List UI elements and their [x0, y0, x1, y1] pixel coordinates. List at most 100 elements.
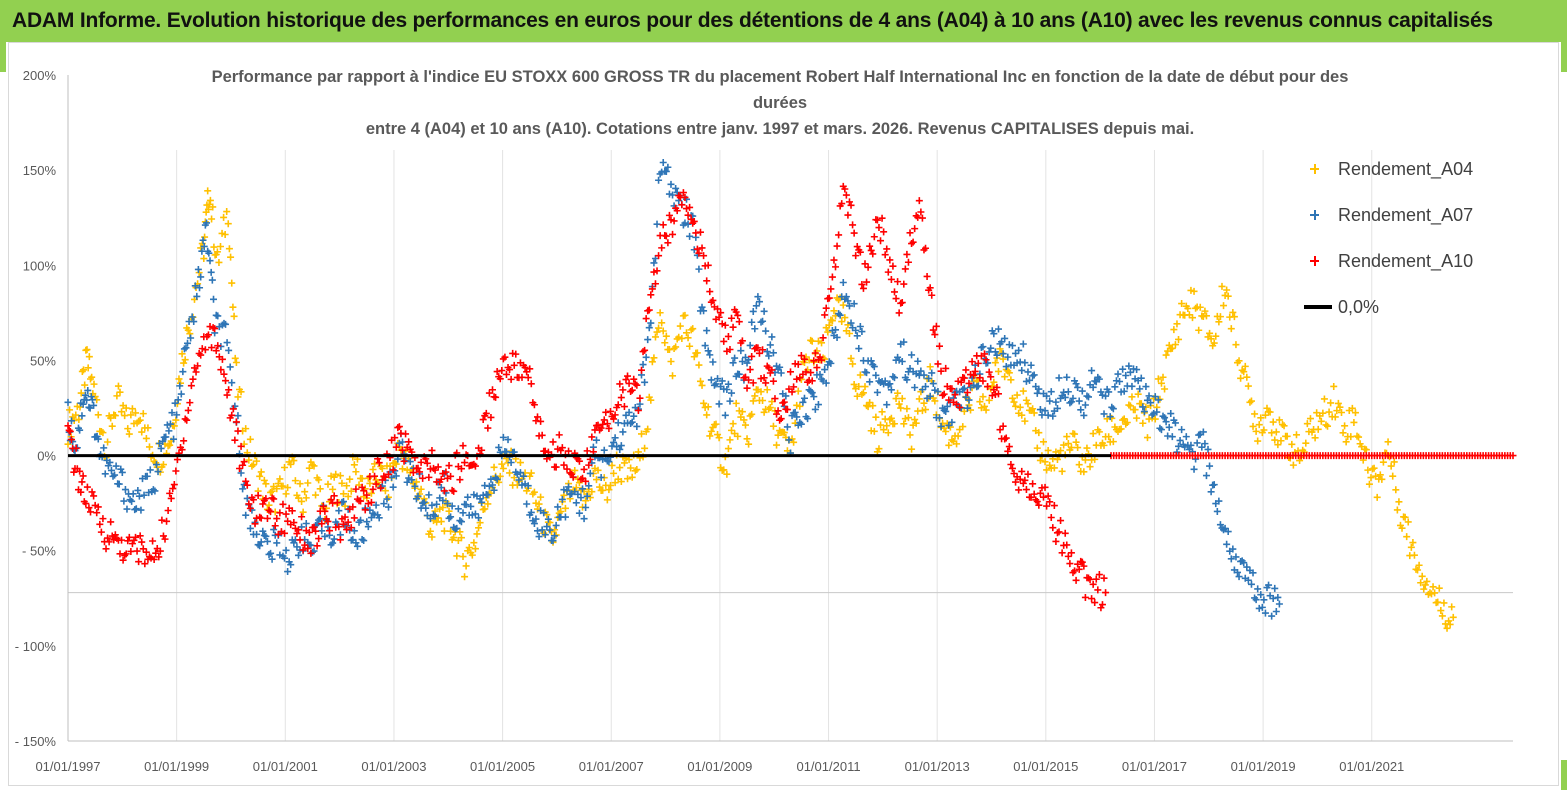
- rendement_a04-point: [662, 332, 670, 340]
- rendement_a04-point: [473, 530, 481, 538]
- rendement_a07-point: [619, 428, 627, 436]
- rendement_a04-point: [1269, 418, 1277, 426]
- rendement_a04-point: [1407, 543, 1415, 551]
- rendement_a07-point: [917, 367, 925, 375]
- rendement_a04-point: [476, 519, 484, 527]
- rendement_a07-point: [1257, 591, 1265, 599]
- rendement_a10-point: [1044, 492, 1052, 500]
- rendement_a04-point: [1074, 444, 1082, 452]
- rendement_a07-point: [925, 374, 933, 382]
- rendement_a04-point: [1159, 373, 1167, 381]
- rendement_a10-point: [116, 550, 124, 558]
- rendement_a04-point: [920, 399, 928, 407]
- rendement_a10-point: [894, 278, 902, 286]
- rendement_a10-point: [155, 553, 163, 561]
- rendement_a07-point: [330, 535, 338, 543]
- rendement_a07-point: [243, 494, 251, 502]
- rendement_a04-point: [1223, 286, 1231, 294]
- rendement_a10-point: [440, 487, 448, 495]
- rendement_a10-point: [842, 191, 850, 199]
- rendement_a10-point: [369, 485, 377, 493]
- rendement_a10-point: [898, 299, 906, 307]
- legend-item-a07[interactable]: Rendement_A07: [1300, 192, 1520, 238]
- rendement_a10-point: [72, 444, 80, 452]
- rendement_a07-point: [1018, 366, 1026, 374]
- rendement_a07-point: [1001, 334, 1009, 342]
- rendement_a04-point: [1337, 409, 1345, 417]
- rendement_a07-point: [414, 492, 422, 500]
- rendement_a04-point: [561, 504, 569, 512]
- rendement_a10-point: [527, 380, 535, 388]
- rendement_a07-point: [207, 268, 215, 276]
- rendement_a04-point: [883, 422, 891, 430]
- rendement_a04-point: [1438, 612, 1446, 620]
- rendement_a04-point: [1440, 599, 1448, 607]
- rendement_a07-point: [246, 524, 254, 532]
- rendement_a10-point: [136, 532, 144, 540]
- rendement_a04-point: [766, 404, 774, 412]
- rendement_a04-point: [749, 397, 757, 405]
- rendement_a07-point: [684, 220, 692, 228]
- rendement_a10-point: [808, 377, 816, 385]
- rendement_a10-point: [957, 378, 965, 386]
- rendement_a10-point: [457, 465, 465, 473]
- rendement_a07-point: [259, 527, 267, 535]
- rendement_a07-point: [1249, 569, 1257, 577]
- rendement_a04-point: [1289, 461, 1297, 469]
- rendement_a10-point: [111, 531, 119, 539]
- rendement_a07-point: [1268, 612, 1276, 620]
- rendement_a04-point: [268, 487, 276, 495]
- rendement_a10-point: [242, 477, 250, 485]
- rendement_a07-point: [1261, 609, 1269, 617]
- legend-item-a10[interactable]: Rendement_A10: [1300, 238, 1520, 284]
- x-tick-label-6: 01/01/2009: [687, 759, 752, 774]
- rendement_a07-point: [1041, 407, 1049, 415]
- rendement_a07-point: [220, 319, 228, 327]
- rendement_a07-point: [478, 498, 486, 506]
- rendement_a07-point: [210, 295, 218, 303]
- rendement_a04-point: [1404, 518, 1412, 526]
- rendement_a04-point: [346, 475, 354, 483]
- rendement_a04-point: [1021, 417, 1029, 425]
- rendement_a07-point: [106, 458, 114, 466]
- rendement_a04-point: [658, 319, 666, 327]
- rendement_a04-point: [572, 484, 580, 492]
- rendement_a07-point: [610, 438, 618, 446]
- rendement_a04-point: [178, 350, 186, 358]
- rendement_a10-point: [892, 295, 900, 303]
- rendement_a07-point: [408, 476, 416, 484]
- rendement_a04-point: [245, 456, 253, 464]
- rendement_a10-point: [828, 273, 836, 281]
- rendement_a04-point: [898, 395, 906, 403]
- rendement_a04-point: [1410, 551, 1418, 559]
- rendement_a10-point: [385, 470, 393, 478]
- legend-item-a04[interactable]: Rendement_A04: [1300, 146, 1520, 192]
- rendement_a10-point: [121, 551, 129, 559]
- rendement_a10-point: [678, 201, 686, 209]
- rendement_a04-point: [439, 503, 447, 511]
- rendement_a07-point: [793, 413, 801, 421]
- rendement_a10-point: [349, 503, 357, 511]
- rendement_a04-point: [1395, 498, 1403, 506]
- rendement_a04-point: [352, 468, 360, 476]
- rendement_a04-point: [1126, 402, 1134, 410]
- rendement_a07-point: [714, 375, 722, 383]
- rendement_a04-point: [617, 478, 625, 486]
- rendement_a07-point: [551, 532, 559, 540]
- rendement_a10-point: [97, 528, 105, 536]
- rendement_a04-point: [1247, 397, 1255, 405]
- rendement_a04-point: [1241, 362, 1249, 370]
- rendement_a04-point: [273, 485, 281, 493]
- rendement_a04-point: [1215, 318, 1223, 326]
- rendement_a04-point: [296, 480, 304, 488]
- rendement_a10-point: [400, 457, 408, 465]
- rendement_a04-point: [184, 326, 192, 334]
- rendement_a04-point: [743, 435, 751, 443]
- legend-item-zero[interactable]: 0,0%: [1300, 284, 1520, 330]
- rendement_a10-point: [330, 492, 338, 500]
- rendement_a04-point: [462, 562, 470, 570]
- rendement_a07-point: [471, 510, 479, 518]
- rendement_a10-point: [939, 391, 947, 399]
- rendement_a07-point: [101, 470, 109, 478]
- rendement_a07-point: [782, 392, 790, 400]
